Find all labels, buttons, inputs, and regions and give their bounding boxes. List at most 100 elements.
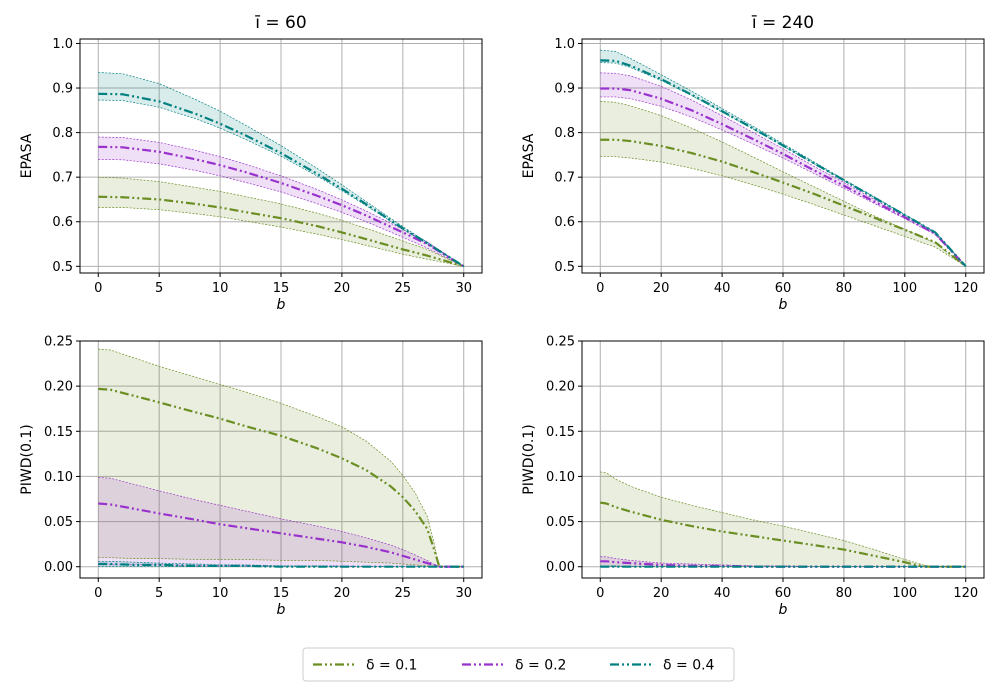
band-edge-lower: [98, 557, 464, 568]
x-tick-label: 20: [653, 586, 670, 601]
band-edge-upper: [98, 136, 464, 267]
y-tick-label: 0.15: [546, 425, 575, 440]
series-line-3: [98, 92, 465, 268]
x-axis-label: b: [779, 602, 788, 618]
y-tick-label: 0.6: [554, 215, 575, 230]
band-edge-upper: [98, 560, 464, 568]
grid: [582, 39, 984, 273]
panel-top-left: 0 5 10 15 20 25 30 0.5 0.6 0.7 0.8 0.9 1.0 b EPASA ī = …: [19, 13, 483, 313]
band-1: [600, 471, 966, 567]
y-axis-label: EPASA: [521, 133, 537, 178]
x-tick-label: 40: [714, 586, 731, 601]
x-tick-label: 5: [155, 586, 163, 601]
y-tick-label: 0.7: [52, 171, 73, 186]
panel-bottom-left: 0 5 10 15 20 25 30 0.00 0.05 0.10 0.15 0.20 0.25 b PIW…: [19, 335, 483, 618]
y-tick-label: 0.20: [546, 380, 575, 395]
band-edge-lower: [600, 156, 966, 267]
legend-label-delta-0.4: δ = 0.4: [663, 658, 715, 674]
band-1: [600, 101, 966, 267]
band-edge-upper: [98, 476, 464, 568]
x-tick-label: 120: [953, 281, 978, 296]
x-tick-label: 25: [395, 586, 412, 601]
panel-title: ī = 240: [751, 13, 814, 33]
y-tick-label: 0.00: [44, 560, 73, 575]
y-tick-label: 0.10: [546, 470, 575, 485]
x-tick-label: 30: [455, 586, 472, 601]
x-tick-label: 60: [775, 586, 792, 601]
y-tick-label: 1.0: [554, 37, 575, 52]
y-tick-label: 1.0: [52, 37, 73, 52]
band-edge-lower: [98, 158, 464, 267]
x-tick-label: 40: [714, 281, 731, 296]
legend-item-delta-0.4: δ = 0.4: [610, 658, 715, 674]
panel-bottom-right: 0 20 40 60 80 100 120 0.00 0.05 0.10 0.15 0.20 0.25 b…: [521, 335, 985, 618]
band-edge-lower: [98, 99, 464, 267]
x-tick-label: 80: [836, 586, 853, 601]
plot-area: [98, 72, 465, 268]
x-tick-label: 0: [596, 281, 604, 296]
x-tick-label: 0: [596, 586, 604, 601]
legend-label-delta-0.1: δ = 0.1: [366, 658, 417, 674]
series-line-2: [98, 502, 464, 568]
series-line-3: [600, 59, 967, 268]
legend-item-delta-0.1: δ = 0.1: [313, 658, 417, 674]
x-tick-label: 15: [273, 586, 290, 601]
y-tick-label: 0.9: [52, 82, 73, 97]
band-2: [98, 477, 464, 567]
x-tick-label: 120: [953, 586, 978, 601]
band-edge-lower: [600, 96, 966, 267]
band-1: [98, 349, 464, 567]
band-edge-lower: [98, 564, 464, 568]
band-1: [98, 177, 464, 267]
x-tick-label: 60: [775, 281, 792, 296]
x-tick-label: 100: [892, 586, 917, 601]
x-tick-label: 10: [212, 586, 229, 601]
plot-area: [600, 49, 967, 268]
y-axis-label: EPASA: [19, 133, 35, 178]
plot-area: [98, 348, 464, 568]
series-line-2: [98, 145, 465, 268]
x-tick-label: 100: [892, 281, 917, 296]
series-line-1: [98, 195, 465, 268]
x-tick-label: 80: [836, 281, 853, 296]
x-tick-label: 25: [395, 281, 412, 296]
y-tick-label: 0.00: [546, 560, 575, 575]
x-tick-label: 20: [334, 586, 351, 601]
x-axis-label: b: [779, 297, 788, 313]
band-2: [600, 72, 966, 267]
legend-label-delta-0.2: δ = 0.2: [515, 658, 566, 674]
band-edge-upper: [600, 72, 966, 267]
y-tick-label: 0.9: [554, 82, 575, 97]
band-edge-upper: [600, 471, 966, 568]
y-tick-label: 0.5: [52, 260, 73, 275]
y-axis-label: PIWD(0.1): [521, 424, 537, 494]
series-line-1: [98, 387, 464, 568]
legend: δ = 0.1 δ = 0.2 δ = 0.4: [302, 647, 735, 682]
x-tick-label: 0: [94, 281, 102, 296]
y-tick-label: 0.6: [52, 215, 73, 230]
x-tick-label: 15: [273, 281, 290, 296]
band-edge-upper: [98, 176, 464, 267]
x-tick-label: 20: [653, 281, 670, 296]
panel-top-right: 0 20 40 60 80 100 120 0.5 0.6 0.7 0.8 0.9 1.0 b EPASA ī…: [521, 13, 985, 313]
legend-item-delta-0.2: δ = 0.2: [462, 658, 566, 674]
series-line-2: [600, 87, 967, 268]
band-3: [98, 72, 464, 267]
y-tick-label: 0.5: [554, 260, 575, 275]
plot-area: [600, 471, 966, 568]
x-tick-label: 20: [334, 281, 351, 296]
x-tick-label: 10: [212, 281, 229, 296]
x-tick-label: 30: [455, 281, 472, 296]
band-edge-upper: [98, 348, 464, 568]
grid: [80, 39, 482, 273]
y-tick-label: 0.8: [554, 126, 575, 141]
y-tick-label: 0.05: [44, 515, 73, 530]
y-tick-label: 0.25: [44, 335, 73, 350]
panel-title: ī = 60: [254, 13, 306, 33]
x-tick-label: 5: [155, 281, 163, 296]
y-tick-label: 0.20: [44, 380, 73, 395]
x-axis-label: b: [277, 602, 286, 618]
x-tick-label: 0: [94, 586, 102, 601]
y-tick-label: 0.8: [52, 126, 73, 141]
legend-frame: [302, 647, 735, 682]
